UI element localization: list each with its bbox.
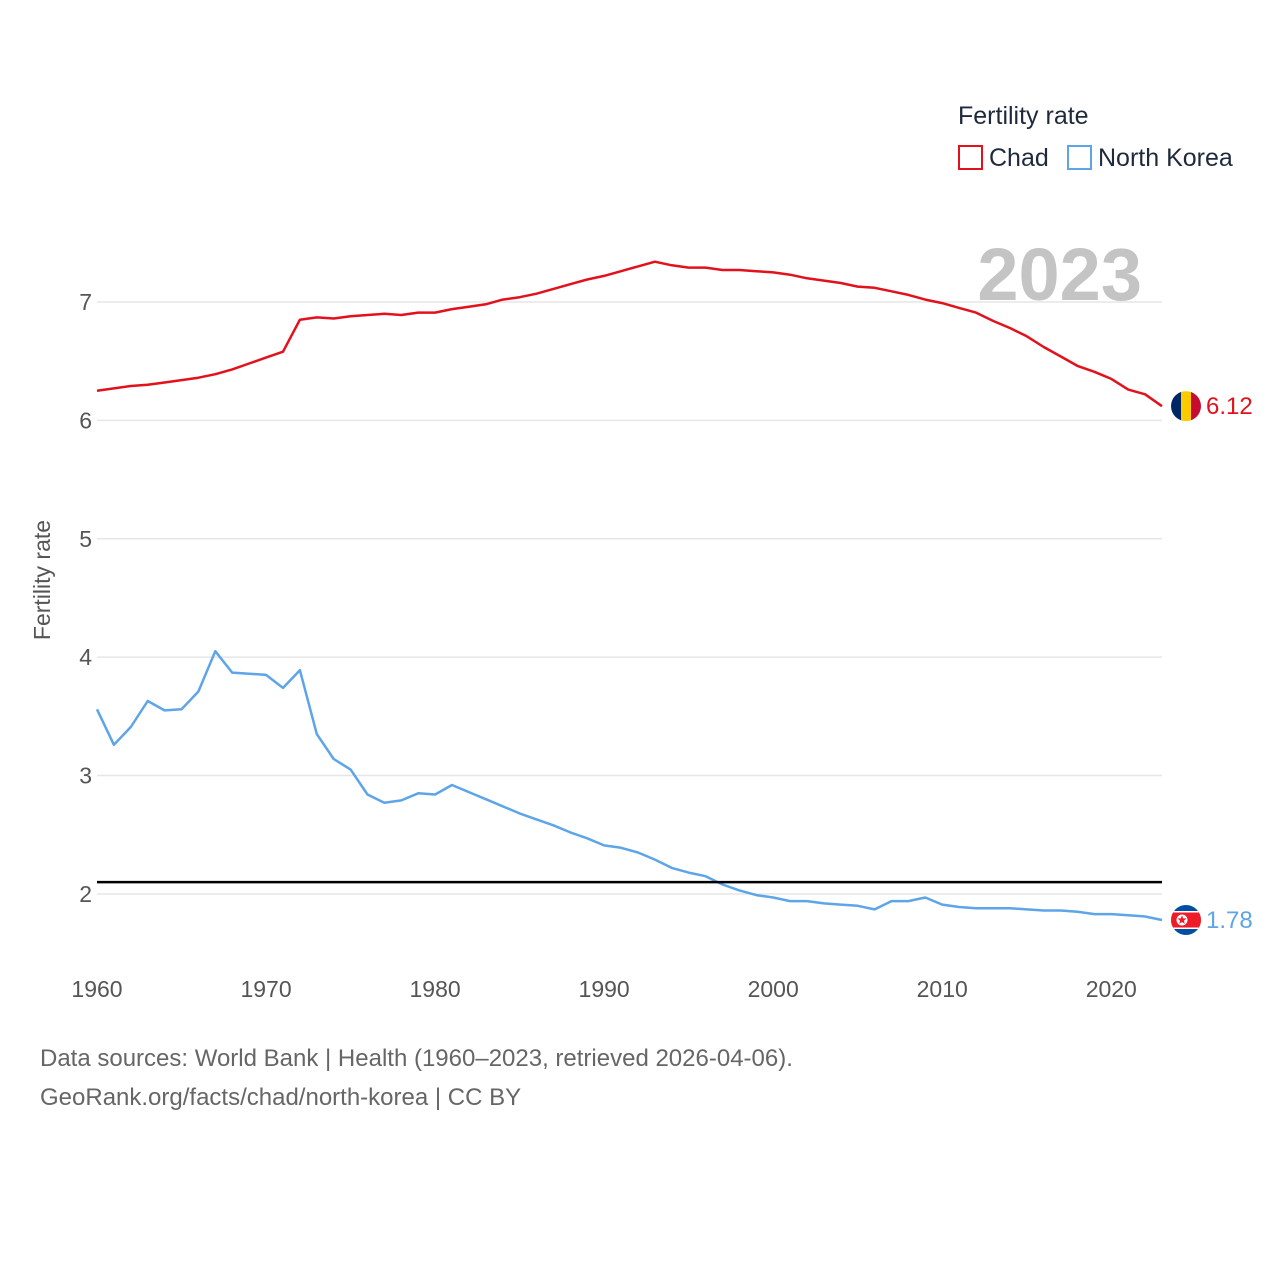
y-tick-label: 5 xyxy=(79,526,92,552)
fertility-rate-chart: 2 3 4 5 6 7 1960 1970 1980 1990 2000 2010 2020 Fert… xyxy=(29,102,1253,1002)
x-tick-label: 1990 xyxy=(579,976,630,1002)
x-tick-label: 2000 xyxy=(748,976,799,1002)
x-tick-label: 2010 xyxy=(917,976,968,1002)
y-axis-ticks: 2 3 4 5 6 7 xyxy=(79,289,92,907)
series-line-north-korea xyxy=(95,649,1163,922)
legend: Fertility rate Chad North Korea xyxy=(958,102,1233,172)
legend-swatch-north-korea xyxy=(1067,145,1092,170)
x-axis-ticks: 1960 1970 1980 1990 2000 2010 2020 xyxy=(71,976,1136,1002)
y-tick-label: 4 xyxy=(79,644,92,670)
y-axis-label: Fertility rate xyxy=(29,520,55,640)
footer-attribution: GeoRank.org/facts/chad/north-korea | CC … xyxy=(40,1084,522,1111)
y-tick-label: 7 xyxy=(79,289,92,315)
x-tick-label: 2020 xyxy=(1086,976,1137,1002)
flag-chad-icon xyxy=(1171,391,1201,422)
legend-label-north-korea[interactable]: North Korea xyxy=(1098,144,1233,172)
flag-north-korea-icon xyxy=(1171,905,1201,936)
end-markers: 6.12 1.78 xyxy=(1171,391,1253,936)
end-value-label-north-korea: 1.78 xyxy=(1206,907,1253,934)
x-tick-label: 1960 xyxy=(71,976,122,1002)
grid-lines xyxy=(97,301,1162,895)
series-line-chad xyxy=(96,260,1163,408)
legend-label-chad[interactable]: Chad xyxy=(989,144,1049,172)
x-tick-label: 1970 xyxy=(240,976,291,1002)
y-tick-label: 2 xyxy=(79,881,92,907)
series-lines xyxy=(95,260,1163,922)
legend-swatch-chad xyxy=(958,145,983,170)
y-tick-label: 3 xyxy=(79,763,92,789)
legend-title: Fertility rate xyxy=(958,102,1089,130)
end-value-label-chad: 6.12 xyxy=(1206,393,1253,420)
x-tick-label: 1980 xyxy=(410,976,461,1002)
footer-sources: Data sources: World Bank | Health (1960–… xyxy=(40,1045,793,1072)
y-tick-label: 6 xyxy=(79,407,92,433)
year-label: 2023 xyxy=(977,233,1142,316)
